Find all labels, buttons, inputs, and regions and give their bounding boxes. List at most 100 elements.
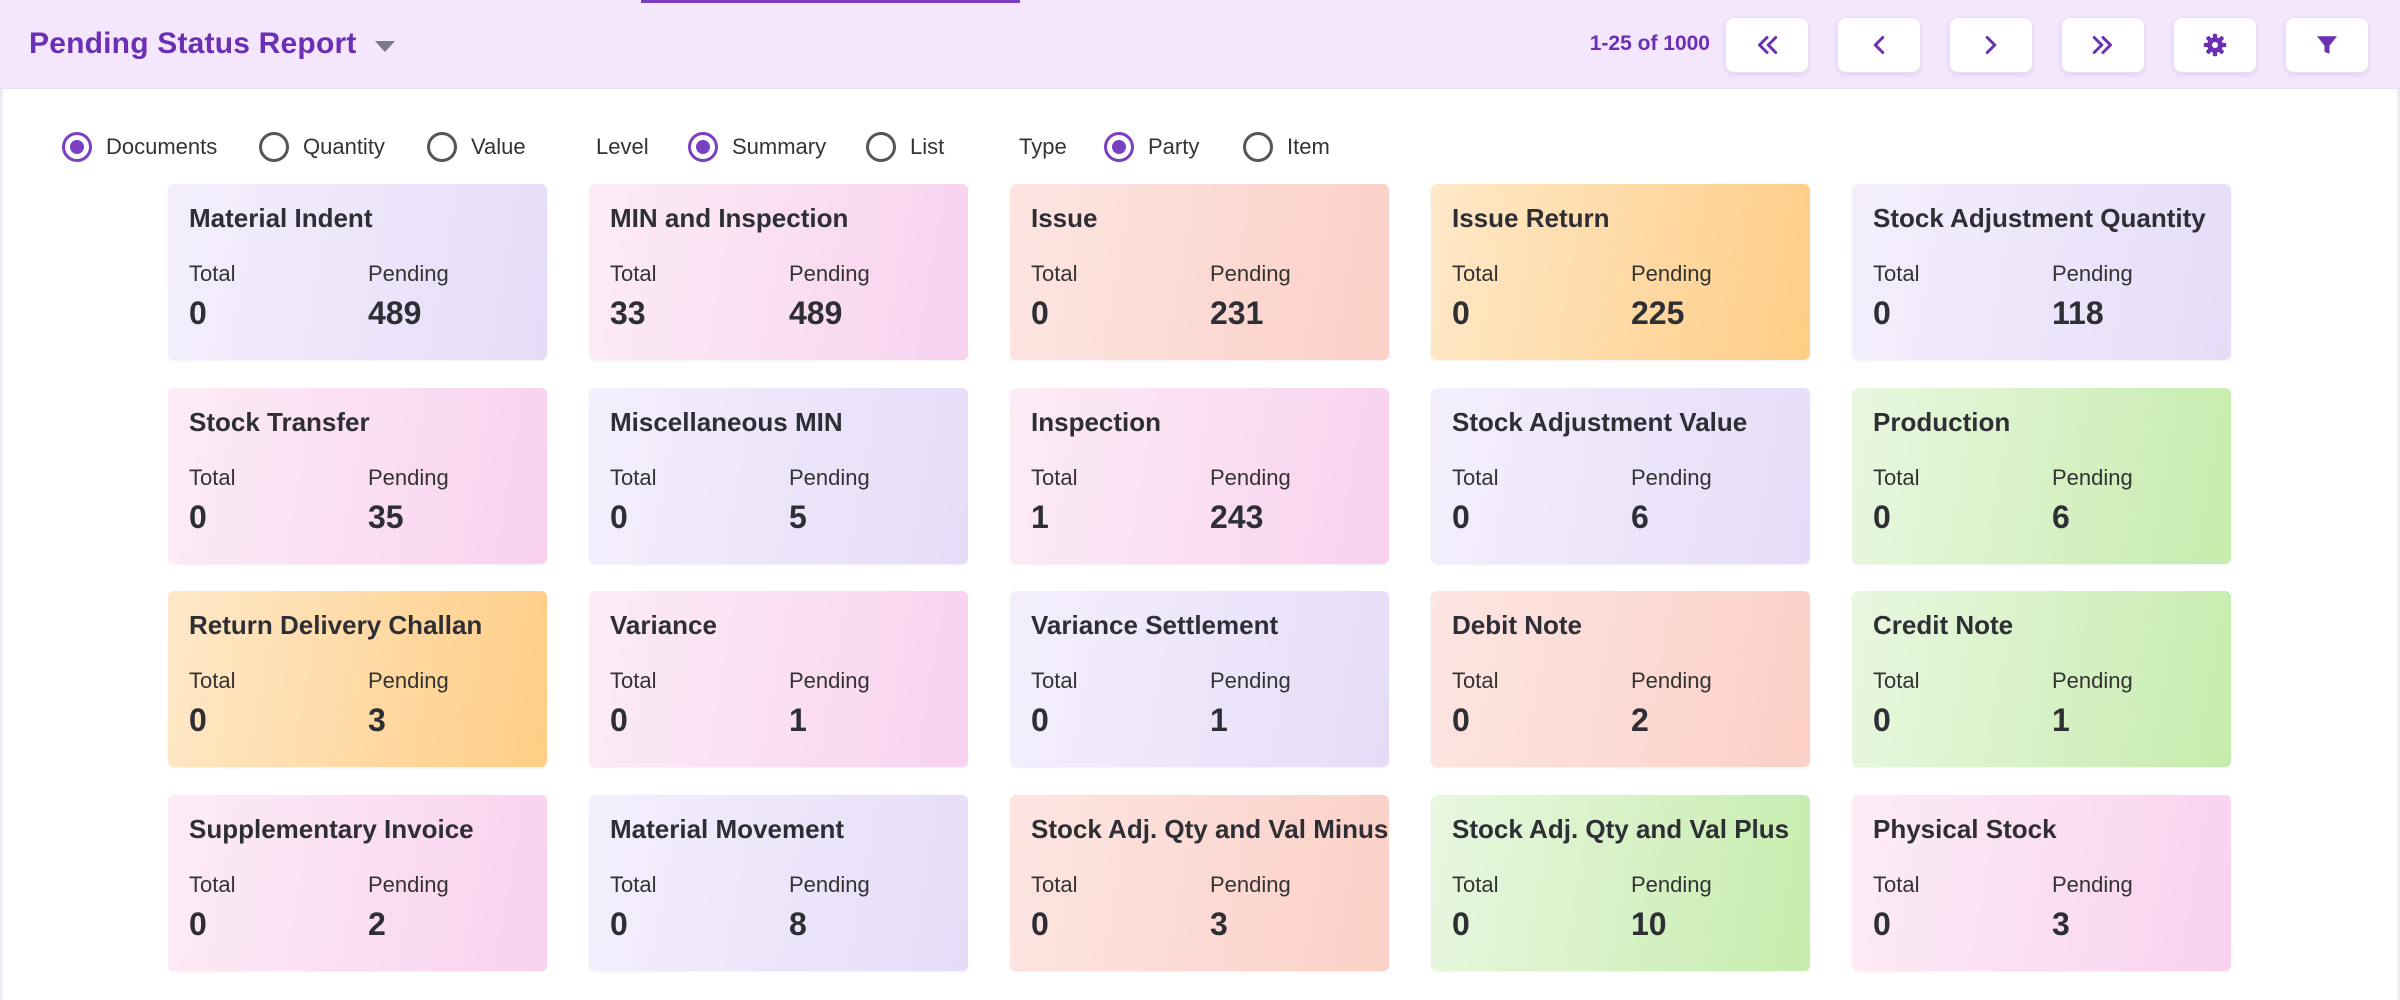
first-page-button[interactable] [1725,17,1809,73]
pending-label: Pending [2052,465,2133,490]
pending-value: 489 [789,295,843,331]
double-chevron-left-icon [1758,36,1778,54]
card-title: Credit Note [1873,610,2014,640]
pending-label: Pending [368,872,449,897]
radio-party[interactable]: Party [1104,129,1199,165]
card-title: Stock Adj. Qty and Val Minus [1031,814,1389,844]
card-title: Inspection [1031,407,1162,437]
card-issue-return[interactable]: Issue Return Total Pending 0 225 [1431,184,1810,360]
total-value: 0 [1031,702,1049,738]
card-title: Production [1873,407,2011,437]
card-issue[interactable]: Issue Total Pending 0 231 [1010,184,1389,360]
pending-label: Pending [1210,668,1291,693]
card-title: Variance Settlement [1031,610,1279,640]
pending-label: Pending [368,668,449,693]
card-title: Debit Note [1452,610,1582,640]
pending-value: 35 [368,499,404,535]
report-title-dropdown[interactable]: Pending Status Report [29,22,395,66]
radio-summary[interactable]: Summary [688,129,826,165]
radio-indicator [688,132,718,162]
total-label: Total [1031,465,1078,490]
chevron-right-icon [1985,36,1997,54]
card-min-and-inspection[interactable]: MIN and Inspection Total Pending 33 489 [589,184,968,360]
card-material-indent[interactable]: Material Indent Total Pending 0 489 [168,184,547,360]
card-stock-adjustment-quantity[interactable]: Stock Adjustment Quantity Total Pending … [1852,184,2231,360]
total-value: 0 [610,702,628,738]
card-supplementary-invoice[interactable]: Supplementary Invoice Total Pending 0 2 [168,795,547,971]
card-credit-note[interactable]: Credit Note Total Pending 0 1 [1852,591,2231,767]
radio-label: Quantity [303,134,385,159]
pagination-info: 1-25 of 1000 [1589,32,1710,55]
total-label: Total [610,668,657,693]
card-stock-adj-qty-val-minus[interactable]: Stock Adj. Qty and Val Minus Total Pendi… [1010,795,1389,971]
total-label: Total [1452,872,1499,897]
total-label: Total [189,465,236,490]
card-stock-adj-qty-val-plus[interactable]: Stock Adj. Qty and Val Plus Total Pendin… [1431,795,1810,971]
radio-item[interactable]: Item [1243,129,1330,165]
page-header: Pending Status Report 1-25 of 1000 [0,0,2400,89]
chevron-left-icon [1873,36,1885,54]
radio-indicator [259,132,289,162]
settings-button[interactable] [2173,17,2257,73]
card-return-delivery-challan[interactable]: Return Delivery Challan Total Pending 0 … [168,591,547,767]
radio-value[interactable]: Value [427,129,526,165]
radio-list[interactable]: List [866,129,944,165]
pending-value: 225 [1631,295,1685,331]
card-title: Stock Adjustment Value [1452,407,1748,437]
card-title: Material Indent [189,203,373,233]
card-title: Material Movement [610,814,845,844]
pending-value: 8 [789,906,807,942]
pending-value: 3 [1210,906,1228,942]
total-value: 0 [1873,906,1891,942]
pending-value: 6 [2052,499,2070,535]
next-page-button[interactable] [1949,17,2033,73]
card-variance[interactable]: Variance Total Pending 0 1 [589,591,968,767]
card-title: Variance [610,610,717,640]
card-title: Stock Transfer [189,407,370,437]
total-label: Total [1031,261,1078,286]
total-value: 0 [189,906,207,942]
card-variance-settlement[interactable]: Variance Settlement Total Pending 0 1 [1010,591,1389,767]
total-label: Total [189,261,236,286]
pending-label: Pending [368,261,449,286]
total-label: Total [610,465,657,490]
pending-value: 118 [2052,295,2104,331]
total-label: Total [1031,872,1078,897]
radio-indicator [1104,132,1134,162]
card-stock-adjustment-value[interactable]: Stock Adjustment Value Total Pending 0 6 [1431,388,1810,564]
pending-value: 5 [789,499,807,535]
card-production[interactable]: Production Total Pending 0 6 [1852,388,2231,564]
card-title: Issue Return [1452,203,1610,233]
card-debit-note[interactable]: Debit Note Total Pending 0 2 [1431,591,1810,767]
card-miscellaneous-min[interactable]: Miscellaneous MIN Total Pending 0 5 [589,388,968,564]
card-material-movement[interactable]: Material Movement Total Pending 0 8 [589,795,968,971]
previous-page-button[interactable] [1837,17,1921,73]
total-label: Total [1031,668,1078,693]
radio-quantity[interactable]: Quantity [259,129,385,165]
total-label: Total [1873,668,1920,693]
card-stock-transfer[interactable]: Stock Transfer Total Pending 0 35 [168,388,547,564]
radio-label: Summary [732,134,827,159]
radio-label: Party [1148,134,1200,159]
pending-label: Pending [2052,261,2133,286]
active-tab-indicator [641,0,1020,3]
last-page-button[interactable] [2061,17,2145,73]
filter-button[interactable] [2285,17,2369,73]
radio-label: Documents [106,134,218,159]
card-physical-stock[interactable]: Physical Stock Total Pending 0 3 [1852,795,2231,971]
pending-value: 6 [1631,499,1649,535]
total-label: Total [610,872,657,897]
card-title: Supplementary Invoice [189,814,474,844]
radio-documents[interactable]: Documents [62,129,217,165]
pending-label: Pending [789,872,870,897]
pending-value: 243 [1210,499,1264,535]
card-inspection[interactable]: Inspection Total Pending 1 243 [1010,388,1389,564]
pending-label: Pending [2052,668,2133,693]
pending-value: 231 [1210,295,1264,331]
card-title: Physical Stock [1873,814,2057,844]
pending-label: Pending [1631,261,1712,286]
total-value: 0 [1452,295,1470,331]
card-title: MIN and Inspection [610,203,849,233]
total-label: Total [189,872,236,897]
